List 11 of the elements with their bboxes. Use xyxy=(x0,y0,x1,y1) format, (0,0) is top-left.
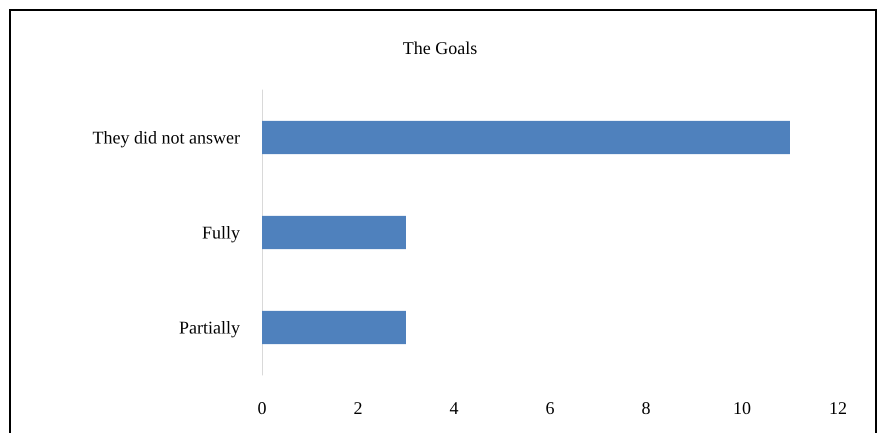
y-tick-label: Fully xyxy=(202,222,240,242)
x-tick-label: 2 xyxy=(354,398,362,418)
x-tick-label: 0 xyxy=(258,398,266,418)
y-tick-label: Partially xyxy=(179,318,240,338)
x-tick-label: 4 xyxy=(450,398,458,418)
x-tick-label: 10 xyxy=(733,398,751,418)
x-tick-label: 6 xyxy=(546,398,554,418)
chart-title: The Goals xyxy=(402,38,478,58)
y-tick-label: They did not answer xyxy=(92,128,240,148)
x-tick-label: 12 xyxy=(829,398,847,418)
x-tick-label: 8 xyxy=(642,398,650,418)
